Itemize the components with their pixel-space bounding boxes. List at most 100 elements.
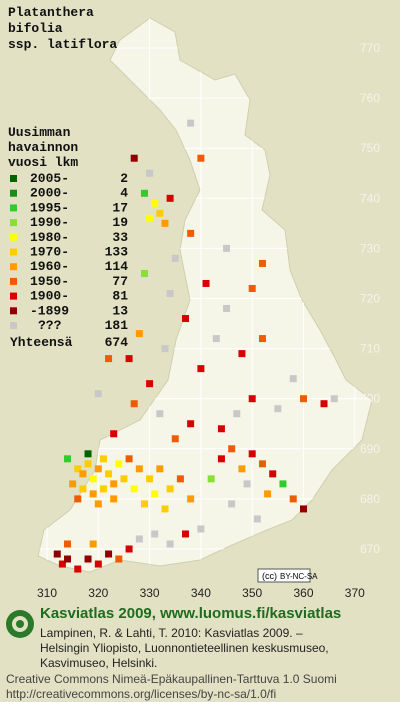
observation-cell: [64, 455, 72, 463]
observation-cell: [146, 475, 154, 483]
observation-cell: [161, 345, 169, 353]
legend-label: 2000-: [30, 186, 69, 201]
observation-cell: [248, 395, 256, 403]
observation-cell: [258, 460, 266, 468]
northing-label: 770: [360, 41, 380, 55]
observation-cell: [110, 430, 118, 438]
observation-cell: [74, 495, 82, 503]
legend-count: 2: [120, 171, 128, 186]
observation-cell: [94, 465, 102, 473]
easting-label: 350: [242, 586, 262, 600]
observation-cell: [99, 455, 107, 463]
observation-cell: [146, 214, 154, 222]
easting-label: 340: [191, 586, 211, 600]
easting-label: 370: [345, 586, 365, 600]
observation-cell: [74, 465, 82, 473]
legend-count: 4: [120, 186, 128, 201]
observation-cell: [212, 335, 220, 343]
observation-cell: [176, 475, 184, 483]
legend-swatch: [10, 248, 17, 256]
observation-cell: [89, 490, 97, 498]
land: [37, 17, 373, 573]
observation-cell: [289, 375, 297, 383]
northing-label: 750: [360, 141, 380, 155]
observation-cell: [140, 500, 148, 508]
observation-cell: [110, 480, 118, 488]
legend-count: 77: [112, 274, 128, 289]
observation-cell: [217, 455, 225, 463]
observation-cell: [269, 470, 277, 478]
observations: [53, 119, 338, 573]
observation-cell: [223, 244, 231, 252]
observation-cell: [94, 390, 102, 398]
legend-swatch: [10, 189, 17, 197]
observation-cell: [197, 365, 205, 373]
observation-cell: [274, 405, 282, 413]
northing-label: 670: [360, 542, 380, 556]
observation-cell: [279, 480, 287, 488]
legend-swatch: [10, 219, 17, 227]
observation-cell: [53, 550, 61, 558]
observation-cell: [115, 555, 123, 563]
observation-cell: [161, 219, 169, 227]
license: Creative Commons Nimeä-Epäkaupallinen-Ta…: [6, 672, 337, 686]
observation-cell: [187, 229, 195, 237]
observation-cell: [110, 495, 118, 503]
observation-cell: [130, 485, 138, 493]
observation-cell: [156, 410, 164, 418]
legend-swatch: [10, 322, 17, 329]
observation-cell: [238, 350, 246, 358]
legend-label: 1950-: [30, 274, 69, 289]
legend-count: 13: [112, 303, 128, 318]
cc-badge: (cc) BY-NC-SA: [257, 568, 318, 583]
legend-label: ???: [38, 318, 62, 333]
legend-count: 19: [112, 215, 128, 230]
legend-label: -1899: [30, 303, 69, 318]
license: http://creativecommons.org/licenses/by-n…: [6, 687, 276, 701]
observation-cell: [94, 560, 102, 568]
legend-count: 181: [105, 318, 129, 333]
observation-cell: [151, 199, 159, 207]
northing-label: 740: [360, 191, 380, 205]
legend-count: 81: [112, 289, 128, 304]
observation-cell: [64, 540, 72, 548]
observation-cell: [228, 445, 236, 453]
observation-cell: [223, 305, 231, 313]
observation-cell: [130, 154, 138, 162]
legend-swatch: [10, 204, 17, 212]
observation-cell: [115, 460, 123, 468]
northing-label: 730: [360, 241, 380, 255]
observation-cell: [151, 490, 159, 498]
observation-cell: [238, 465, 246, 473]
title: Platanthera: [8, 5, 94, 20]
legend-count: 114: [105, 259, 129, 274]
observation-cell: [166, 540, 174, 548]
legend-count: 33: [112, 230, 128, 245]
observation-cell: [182, 315, 190, 323]
observation-cell: [197, 525, 205, 533]
observation-cell: [151, 530, 159, 538]
observation-cell: [207, 475, 215, 483]
northing-label: 710: [360, 342, 380, 356]
observation-cell: [187, 119, 195, 127]
observation-cell: [58, 560, 66, 568]
total: 674: [105, 335, 129, 350]
observation-cell: [135, 535, 143, 543]
observation-cell: [233, 410, 241, 418]
northing-label: 680: [360, 492, 380, 506]
observation-cell: [182, 530, 190, 538]
observation-cell: [89, 540, 97, 548]
observation-cell: [84, 555, 92, 563]
legend-label: 1960-: [30, 259, 69, 274]
observation-cell: [146, 380, 154, 388]
legend-count: 17: [112, 200, 128, 215]
legend-count: 133: [105, 245, 129, 260]
observation-cell: [105, 550, 113, 558]
citation: Kasvimuseo, Helsinki.: [40, 656, 157, 670]
observation-cell: [161, 505, 169, 513]
observation-cell: [187, 495, 195, 503]
observation-cell: [156, 209, 164, 217]
easting-label: 330: [140, 586, 160, 600]
legend-swatch: [10, 292, 17, 300]
